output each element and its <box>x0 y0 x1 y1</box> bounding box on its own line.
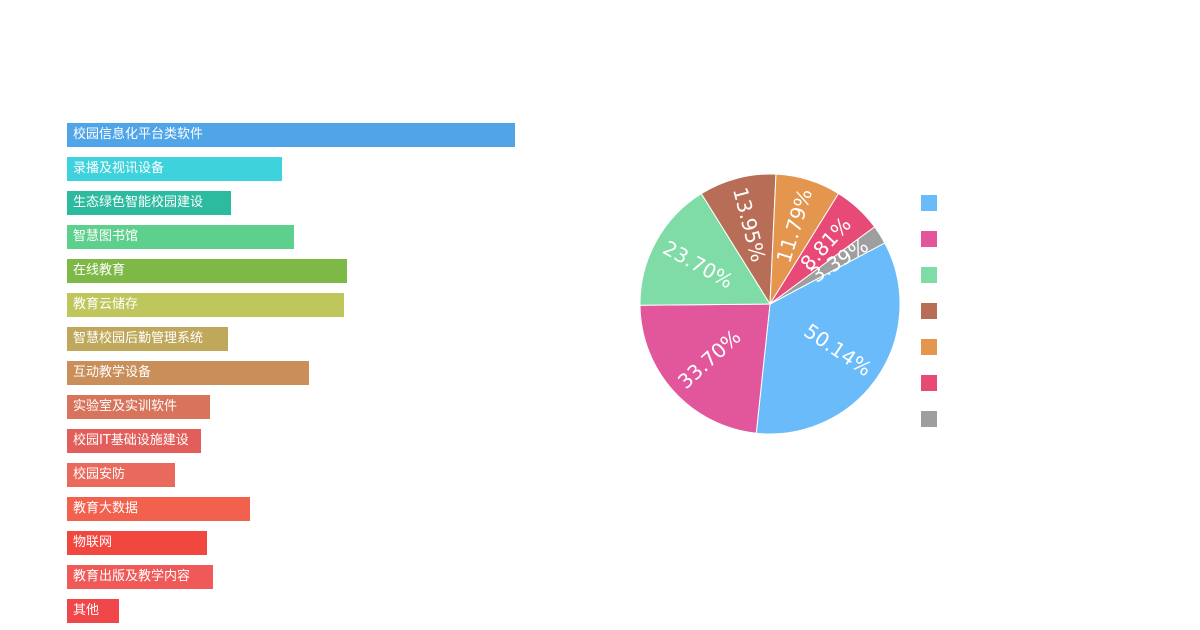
bar-4: 在线教育 <box>67 259 347 283</box>
bar-label: 生态绿色智能校园建设 <box>73 195 204 210</box>
bar-label: 教育大数据 <box>73 501 139 516</box>
bar-9: 校园IT基础设施建设 <box>67 429 201 453</box>
bar-label: 互动教学设备 <box>73 365 152 380</box>
legend-swatch-5 <box>921 375 937 391</box>
bar-label: 其他 <box>73 603 100 618</box>
pie-slice-1 <box>639 303 771 434</box>
bar-label: 校园IT基础设施建设 <box>73 433 189 448</box>
bar-label: 录播及视讯设备 <box>73 161 165 176</box>
legend-swatch-1 <box>921 231 937 247</box>
bar-1: 录播及视讯设备 <box>67 157 283 181</box>
bar-label: 实验室及实训软件 <box>73 399 178 414</box>
legend-swatch-0 <box>921 195 937 211</box>
legend-swatch-6 <box>921 411 937 427</box>
bar-label: 教育出版及教学内容 <box>73 569 191 584</box>
legend-swatch-3 <box>921 303 937 319</box>
bar-12: 物联网 <box>67 531 208 555</box>
legend-swatch-4 <box>921 339 937 355</box>
bar-label: 教育云储存 <box>73 297 139 312</box>
bar-5: 教育云储存 <box>67 293 344 317</box>
bar-10: 校园安防 <box>67 463 175 487</box>
bar-13: 教育出版及教学内容 <box>67 565 214 589</box>
legend-swatch-2 <box>921 267 937 283</box>
bar-chart: 校园信息化平台类软件 录播及视讯设备生态绿色智能校园建设 智慧图书馆在线教育教育云储… <box>67 123 515 623</box>
pie-slice-3 <box>700 173 777 306</box>
bar-label: 物联网 <box>73 535 113 550</box>
bar-label: 校园信息化平台类软件 <box>73 127 204 142</box>
bar-3: 智慧图书馆 <box>67 225 295 249</box>
bar-label: 在线教育 <box>73 263 126 278</box>
pie-slice-6 <box>769 226 886 305</box>
bar-label: 智慧图书馆 <box>73 229 139 244</box>
pie-slice-0 <box>755 242 901 435</box>
bar-label: 智慧校园后勤管理系统 <box>73 331 204 346</box>
bar-label: 校园安防 <box>73 467 126 482</box>
bar-14: 其他 <box>67 599 119 623</box>
pie-slice-2 <box>639 192 771 306</box>
bar-2: 生态绿色智能校园建设 <box>67 191 231 215</box>
bar-0: 校园信息化平台类软件 <box>67 123 515 147</box>
bar-11: 教育大数据 <box>67 497 250 521</box>
bar-7: 互动教学设备 <box>67 361 309 385</box>
bar-6: 智慧校园后勤管理系统 <box>67 327 229 351</box>
bar-8: 实验室及实训软件 <box>67 395 211 419</box>
